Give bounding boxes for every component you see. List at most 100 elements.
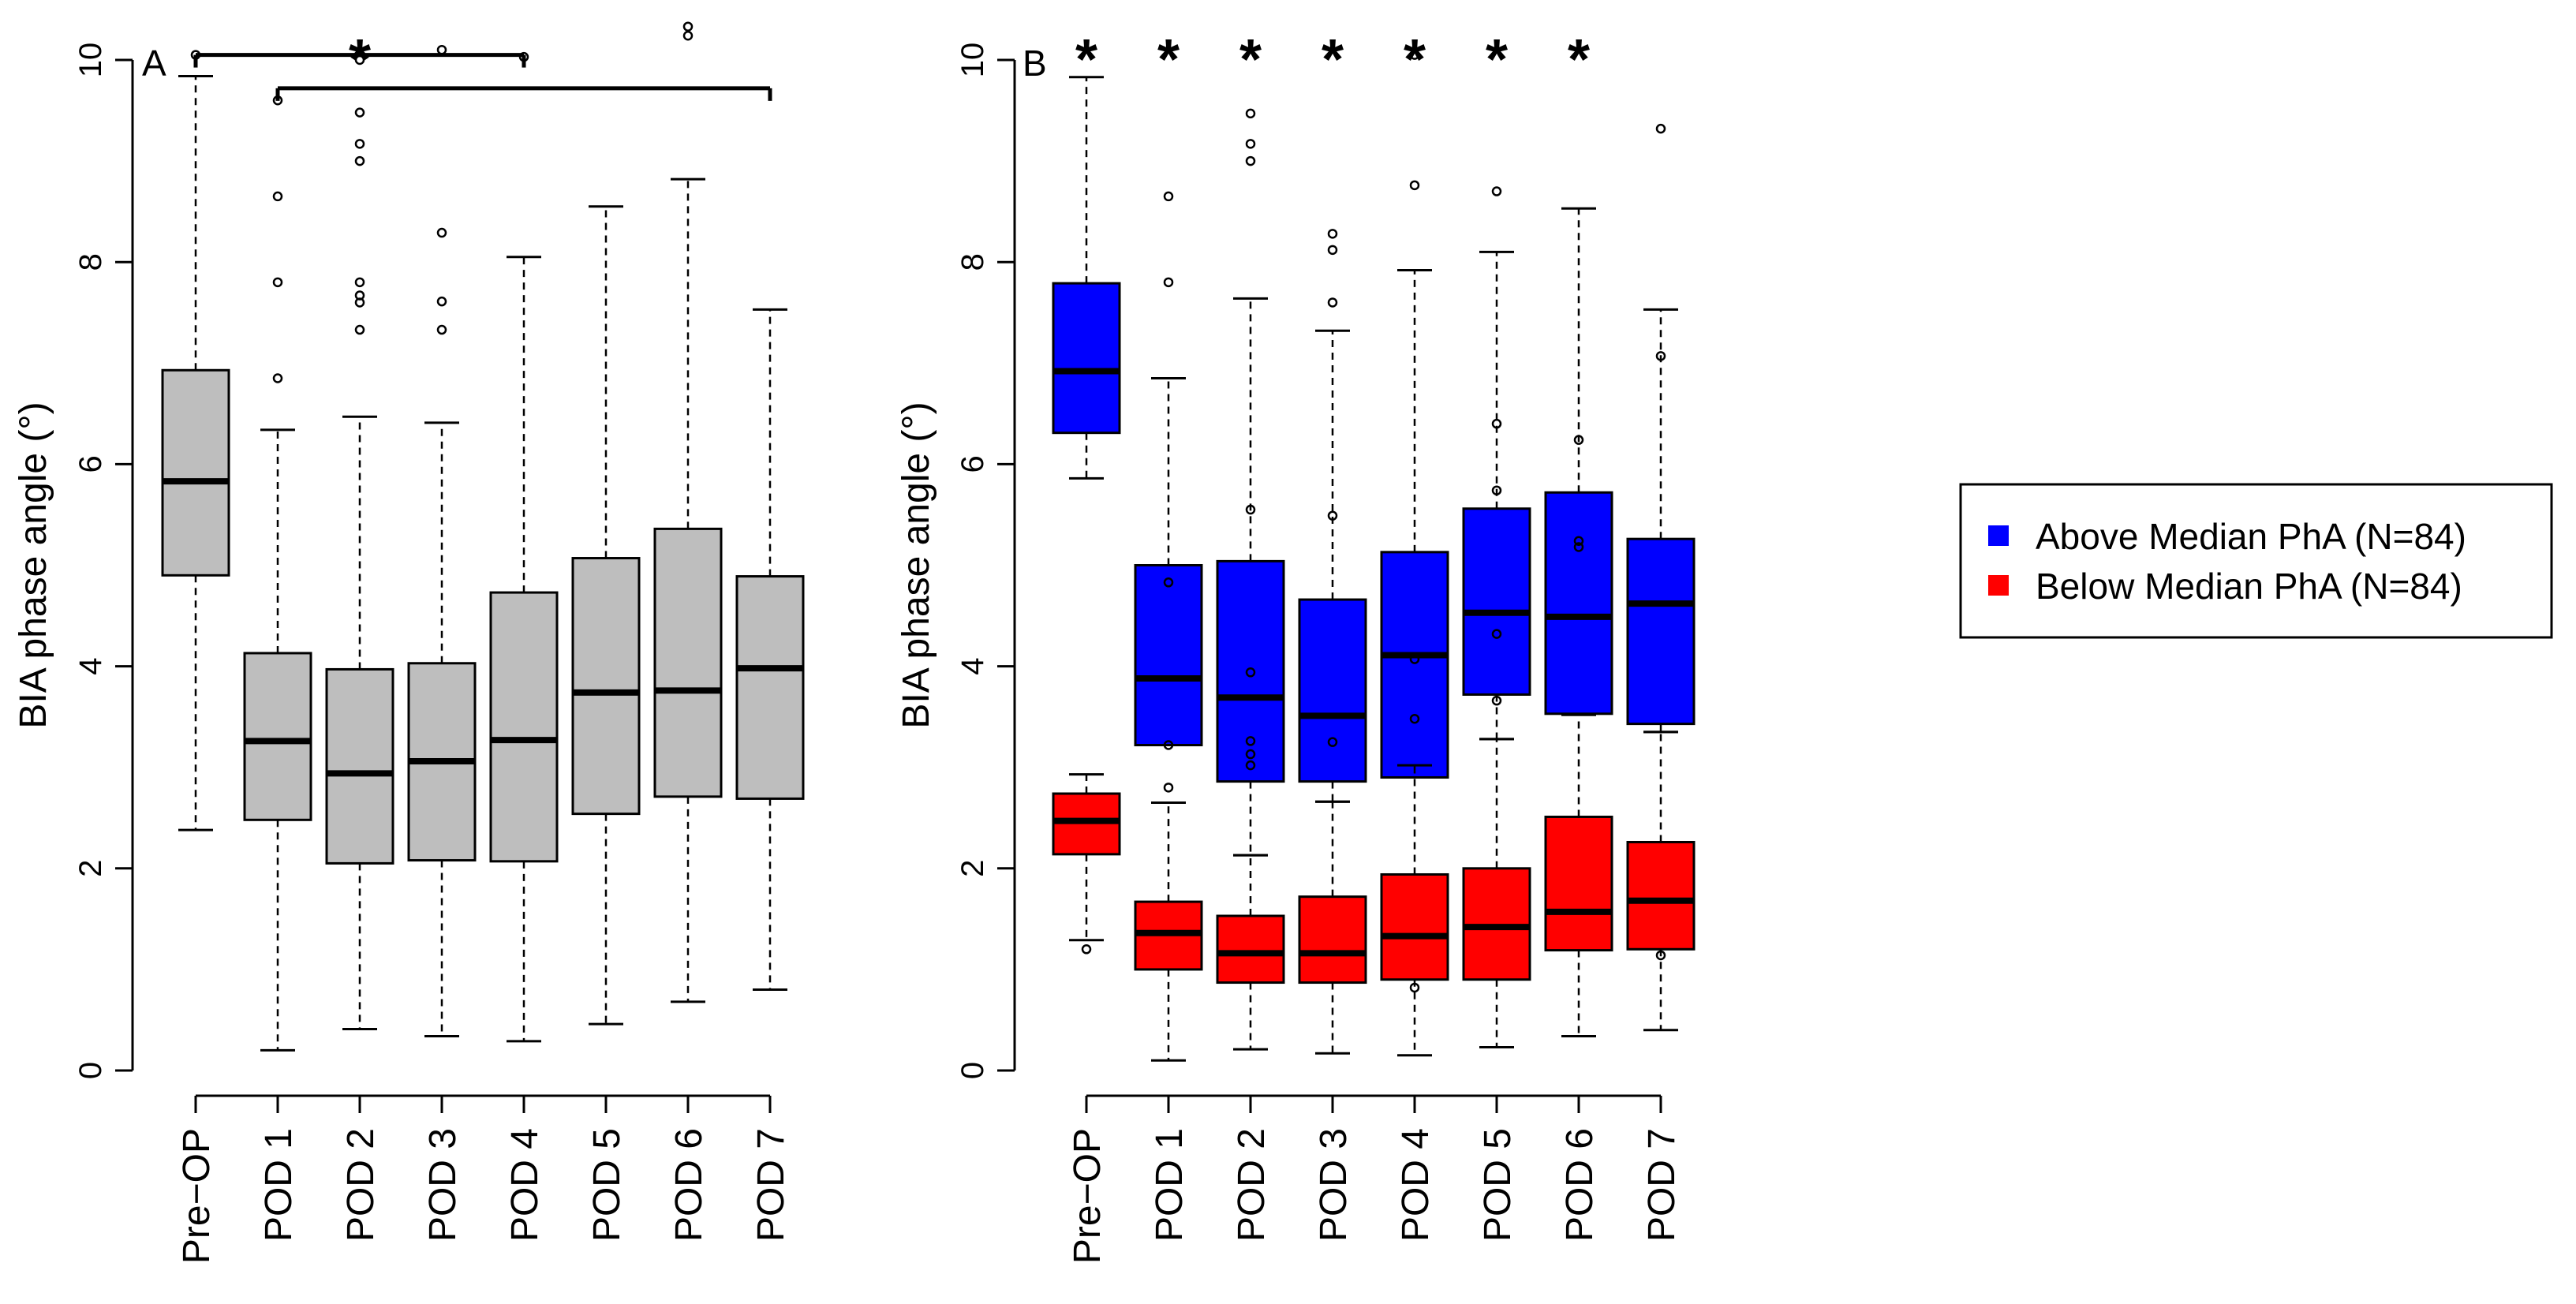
box [1544,491,1613,716]
x-tick-label: POD 6 [1559,1128,1601,1242]
legend: Above Median PhA (N=84) Below Median PhA… [1959,483,2553,639]
box [243,652,312,821]
y-tick-label: 0 [73,1062,108,1079]
outlier-point [1327,510,1338,521]
outlier-point [1491,186,1502,196]
outlier-point [1573,542,1584,552]
x-tick-label: POD 6 [668,1128,710,1242]
outlier-point [1327,245,1338,256]
outlier-point [1491,695,1502,706]
significance-star: * [1486,28,1508,92]
outlier-point [354,107,365,118]
x-tick-label: POD 7 [1641,1128,1683,1242]
x-tick-label: Pre−OP [1067,1128,1109,1264]
outlier-point [354,139,365,149]
box [1216,914,1285,985]
outlier-point [1491,418,1502,429]
outlier-point [354,324,365,335]
box [571,557,641,816]
x-tick-label: POD 4 [1395,1128,1437,1242]
legend-label-below: Below Median PhA (N=84) [2036,566,2462,607]
box [161,368,230,577]
significance-star: * [349,28,371,92]
panel-label: B [1023,43,1047,84]
legend-label-above: Above Median PhA (N=84) [2036,516,2466,557]
outlier-point [1409,713,1420,724]
outlier-point [1163,277,1174,288]
outlier-point [1163,783,1174,793]
panel-a: 0 2 4 6 8 10 BIA phase angle (°) Pre−OP POD 1 POD… [13,21,805,1264]
outlier-point [682,31,694,41]
x-tick-label: POD 5 [1477,1128,1519,1242]
outlier-point [1163,191,1174,202]
outlier-point [1573,536,1584,547]
significance-star: * [1157,28,1180,92]
x-tick-label: POD 7 [750,1128,792,1242]
y-axis-label: BIA phase angle (°) [13,402,54,728]
y-tick-label: 6 [955,455,990,473]
outlier-point [1163,577,1174,588]
outlier-point [436,227,447,238]
x-tick-label: POD 1 [1149,1128,1191,1242]
y-tick-label: 8 [73,253,108,271]
outlier-point [1327,297,1338,308]
outlier-point [272,191,283,202]
outlier-point [1491,485,1502,495]
significance-star: * [1568,28,1590,92]
outlier-point [1245,760,1256,771]
outlier-point [354,277,365,288]
y-tick-label: 4 [955,657,990,674]
outlier-point [1655,950,1666,961]
outlier-point [1327,737,1338,747]
outlier-point [1409,50,1420,60]
outlier-point [1245,667,1256,678]
y-tick-label: 8 [955,253,990,271]
significance-star: * [1239,28,1262,92]
outlier-point [1409,180,1420,191]
outlier-point [436,296,447,307]
outlier-point [1409,654,1420,664]
box [1380,551,1449,779]
legend-swatch-below [1988,575,2009,596]
x-tick-label: POD 1 [258,1128,300,1242]
outlier-point [1245,108,1256,119]
significance-star: * [1322,28,1344,92]
box [1380,872,1449,981]
outlier-point [1491,629,1502,639]
legend-swatch-above [1988,525,2009,546]
outlier-point [1245,736,1256,746]
outlier-point [1245,155,1256,166]
box [1626,537,1696,726]
outlier-point [1655,351,1666,361]
outlier-point [1245,139,1256,149]
box [1462,507,1531,696]
y-tick-label: 2 [955,860,990,877]
outlier-point [354,290,365,301]
box [653,527,723,798]
outlier-point [1081,944,1092,955]
x-tick-label: POD 2 [340,1128,382,1242]
x-tick-label: POD 3 [1313,1128,1355,1242]
box [325,667,394,865]
x-tick-label: POD 3 [422,1128,464,1242]
box [1298,895,1367,985]
y-tick-label: 4 [73,657,108,674]
outlier-point [1327,229,1338,239]
outlier-point [1163,740,1174,750]
panel-b: 0 2 4 6 8 10 BIA phase angle (°) Pre−OP POD 1 POD… [895,28,1696,1264]
box [1134,564,1203,747]
x-tick-label: POD 4 [504,1128,546,1242]
box [489,591,559,863]
outlier-point [682,21,694,32]
outlier-point [1245,504,1256,515]
y-tick-label: 6 [73,455,108,473]
significance-star: * [1075,28,1097,92]
y-tick-label: 0 [955,1062,990,1079]
box [1298,598,1367,783]
x-tick-label: POD 5 [586,1128,628,1242]
outlier-point [1573,435,1584,445]
outlier-point [354,155,365,166]
significance-star: * [1404,28,1426,92]
y-axis-label: BIA phase angle (°) [895,402,937,728]
